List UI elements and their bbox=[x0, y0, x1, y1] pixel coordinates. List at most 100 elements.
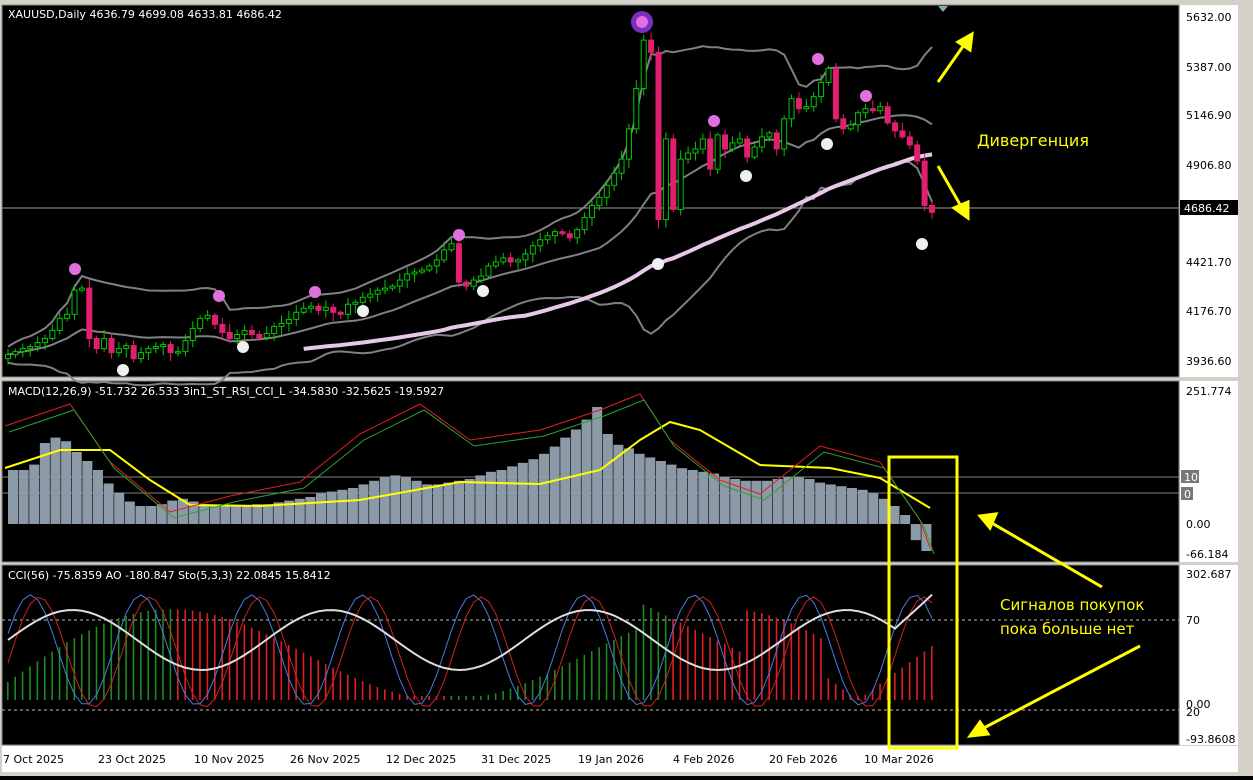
candle-body bbox=[492, 261, 499, 267]
candle-body bbox=[929, 204, 935, 213]
candle-body bbox=[34, 342, 41, 348]
ao-bar bbox=[398, 693, 401, 700]
date-label: 19 Jan 2026 bbox=[578, 753, 644, 766]
ao-bar bbox=[51, 651, 53, 700]
ao-bar bbox=[842, 689, 844, 700]
ao-bar bbox=[879, 683, 881, 700]
ao-bar bbox=[775, 617, 778, 700]
candle-body bbox=[552, 231, 559, 237]
top-signal-dot bbox=[708, 115, 720, 127]
slow-line bbox=[8, 399, 935, 555]
ao-bar bbox=[450, 696, 453, 700]
macd-bar bbox=[910, 524, 921, 541]
price-tick: 4421.70 bbox=[1186, 256, 1232, 269]
ao-bar bbox=[14, 676, 16, 700]
macd-bar bbox=[209, 506, 220, 524]
ao-bar bbox=[36, 661, 39, 700]
arrow-up-head-icon bbox=[955, 31, 974, 53]
candle-body bbox=[345, 303, 352, 315]
candle-body bbox=[877, 106, 884, 112]
ao-bar bbox=[679, 622, 682, 700]
candle-body bbox=[736, 138, 743, 144]
macd-bar bbox=[772, 479, 783, 524]
ao-bar bbox=[95, 626, 98, 700]
candle-body bbox=[840, 118, 847, 130]
ao-bar bbox=[295, 648, 297, 700]
macd-bar bbox=[273, 502, 284, 524]
ao-bar bbox=[812, 634, 815, 700]
macd-bar bbox=[666, 464, 677, 524]
candle-body bbox=[633, 88, 640, 130]
candle-body bbox=[175, 351, 182, 354]
ao-bar bbox=[383, 689, 386, 700]
ao-bar bbox=[871, 689, 874, 700]
ao-bar bbox=[21, 671, 24, 700]
ao-bar bbox=[657, 611, 660, 700]
arrow-cci-head-icon bbox=[966, 719, 991, 738]
ao-bar bbox=[43, 656, 46, 700]
candle-body bbox=[5, 354, 11, 360]
ao-bar bbox=[339, 671, 342, 700]
ao-bar bbox=[302, 652, 305, 700]
date-label: 10 Mar 2026 bbox=[864, 753, 934, 766]
candle-body bbox=[921, 160, 928, 206]
ao-bar bbox=[768, 615, 770, 700]
ao-bar bbox=[546, 673, 549, 700]
ao-bar bbox=[931, 646, 933, 700]
candle-body bbox=[108, 338, 115, 354]
candle-body bbox=[515, 259, 522, 263]
chart-header: XAUUSD,Daily 4636.79 4699.08 4633.81 468… bbox=[8, 8, 282, 21]
ao-bar bbox=[517, 686, 519, 700]
sto-main-line bbox=[7, 594, 933, 706]
ao-bar bbox=[701, 633, 704, 700]
candle-body bbox=[559, 231, 566, 235]
ao-bar bbox=[916, 656, 918, 700]
candle-body bbox=[19, 348, 26, 353]
ao-bar bbox=[228, 619, 231, 700]
arrow-down-head-icon bbox=[950, 199, 970, 221]
main-panel[interactable] bbox=[1, 4, 1180, 378]
macd-bar bbox=[708, 473, 719, 524]
ao-bar bbox=[923, 651, 926, 700]
ao-bar bbox=[613, 639, 615, 700]
main-price-scale[interactable] bbox=[1180, 5, 1238, 377]
cci-ticks: 302.687 70 0.00 20 -93.8608 bbox=[1186, 568, 1235, 746]
macd-bar bbox=[528, 459, 539, 524]
ao-bar bbox=[103, 623, 105, 700]
ao-bar bbox=[250, 627, 253, 700]
macd-bar bbox=[146, 506, 157, 524]
macd-bar bbox=[8, 470, 19, 524]
ao-bar bbox=[354, 678, 357, 700]
macd-bar bbox=[762, 480, 773, 524]
price-tick: 3936.60 bbox=[1186, 355, 1232, 368]
candle-body bbox=[699, 138, 706, 150]
candle-body bbox=[655, 51, 662, 221]
macd-tick: -66.184 bbox=[1186, 548, 1228, 561]
candle-body bbox=[123, 345, 130, 350]
macd-bar bbox=[50, 437, 61, 524]
macd-bar bbox=[167, 500, 178, 524]
annotation-arrows bbox=[936, 31, 1141, 738]
cci-panel[interactable] bbox=[1, 564, 1180, 746]
cci-scale[interactable] bbox=[1180, 565, 1238, 745]
bottom-signal-dot bbox=[740, 170, 752, 182]
macd-bar bbox=[836, 486, 847, 524]
candle-body bbox=[788, 98, 795, 120]
macd-bar bbox=[613, 444, 624, 524]
macd-bar bbox=[496, 470, 507, 524]
shift-marker-icon[interactable] bbox=[938, 6, 948, 12]
date-labels: 7 Oct 2025 23 Oct 2025 10 Nov 2025 26 No… bbox=[3, 753, 934, 766]
ao-bar bbox=[583, 654, 586, 700]
candle-body bbox=[256, 333, 263, 339]
ao-bar bbox=[66, 642, 68, 700]
ao-bar bbox=[140, 612, 142, 700]
cci-tick: 20 bbox=[1186, 706, 1200, 719]
ao-bar bbox=[125, 615, 127, 700]
ao-bar bbox=[834, 683, 837, 700]
sto-signal-line bbox=[7, 596, 933, 708]
signal-markers bbox=[69, 53, 928, 376]
ao-bar bbox=[605, 643, 608, 700]
candle-body bbox=[869, 108, 876, 112]
